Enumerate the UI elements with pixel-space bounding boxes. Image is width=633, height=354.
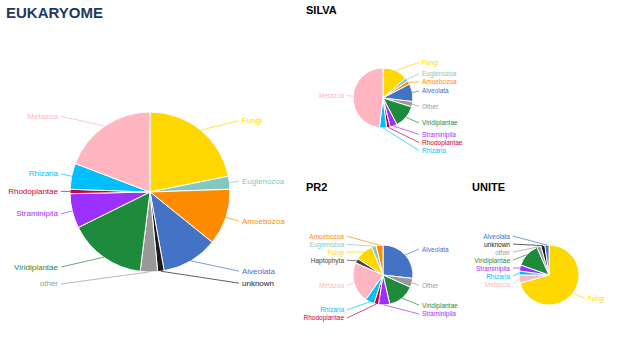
svg-text:Straminipila: Straminipila xyxy=(16,209,58,218)
svg-text:Metazoa: Metazoa xyxy=(319,92,344,99)
svg-text:Straminipila: Straminipila xyxy=(422,131,456,139)
svg-text:Viridiplantae: Viridiplantae xyxy=(422,302,458,310)
svg-text:Rhodoplantae: Rhodoplantae xyxy=(422,139,463,147)
svg-text:Fungi: Fungi xyxy=(422,59,438,67)
svg-text:Alveolata: Alveolata xyxy=(422,246,449,253)
svg-text:Metazoa: Metazoa xyxy=(319,282,344,289)
svg-text:Straminipila: Straminipila xyxy=(476,265,510,273)
svg-text:Euglenozoa: Euglenozoa xyxy=(310,241,345,249)
svg-text:SILVA: SILVA xyxy=(306,4,337,16)
svg-text:PR2: PR2 xyxy=(306,181,327,193)
svg-text:Fungi: Fungi xyxy=(328,249,344,257)
svg-text:Viridiplantae: Viridiplantae xyxy=(474,257,510,265)
svg-text:Other: Other xyxy=(422,103,439,110)
svg-text:Straminipila: Straminipila xyxy=(422,310,456,318)
svg-text:Alveolata: Alveolata xyxy=(422,87,449,94)
svg-text:Alveolata: Alveolata xyxy=(483,233,510,240)
svg-text:unknown: unknown xyxy=(484,241,510,248)
svg-text:Other: Other xyxy=(422,282,439,289)
svg-text:Rhizaria: Rhizaria xyxy=(422,147,446,154)
svg-text:Fungi: Fungi xyxy=(242,116,262,125)
svg-text:Amoebozoa: Amoebozoa xyxy=(242,217,285,226)
svg-text:Viridiplantae: Viridiplantae xyxy=(422,119,458,127)
svg-text:Rhodoplantae: Rhodoplantae xyxy=(8,187,58,196)
svg-text:other: other xyxy=(495,249,511,256)
svg-text:EUKARYOME: EUKARYOME xyxy=(8,4,103,21)
svg-text:Haptophyta: Haptophyta xyxy=(311,257,345,265)
svg-text:unknown: unknown xyxy=(242,279,274,288)
svg-text:other: other xyxy=(40,279,59,288)
svg-text:UNITE: UNITE xyxy=(472,181,505,193)
svg-text:Fungi: Fungi xyxy=(588,295,604,303)
svg-text:Rhizaria: Rhizaria xyxy=(486,273,510,280)
svg-text:Euglenozoa: Euglenozoa xyxy=(422,70,457,78)
svg-text:Metazoa: Metazoa xyxy=(27,112,58,121)
svg-text:Viridiplantae: Viridiplantae xyxy=(14,263,58,272)
svg-text:Euglenozoa: Euglenozoa xyxy=(242,177,285,186)
svg-text:Rhizaria: Rhizaria xyxy=(29,169,59,178)
svg-text:Amoebozoa: Amoebozoa xyxy=(422,78,457,85)
svg-text:Rhodoplantae: Rhodoplantae xyxy=(304,314,345,322)
svg-text:Metazoa: Metazoa xyxy=(485,281,510,288)
svg-text:Rhizaria: Rhizaria xyxy=(320,306,344,313)
svg-text:Amoebozoa: Amoebozoa xyxy=(309,233,344,240)
svg-text:Alveolata: Alveolata xyxy=(242,267,275,276)
